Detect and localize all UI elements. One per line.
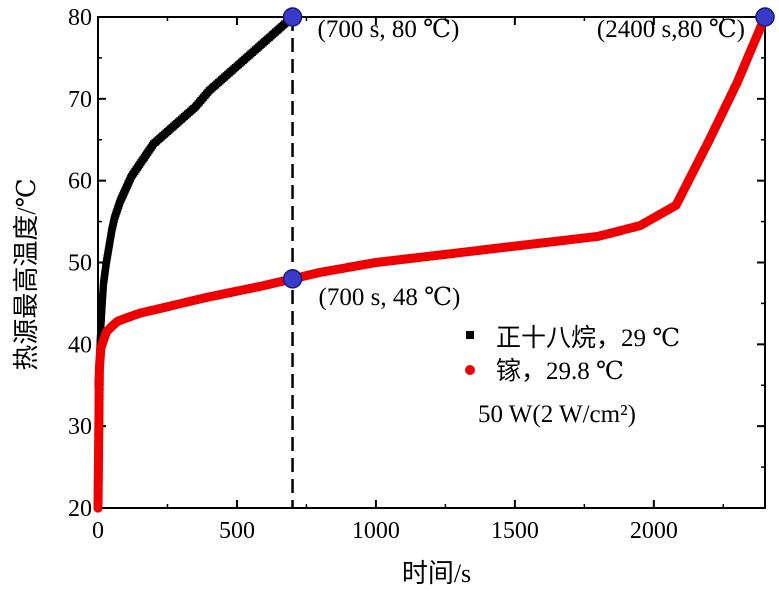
y-tick-label: 70 xyxy=(68,87,92,113)
highlight-point xyxy=(282,7,303,27)
x-tick-label: 500 xyxy=(219,518,255,544)
highlight-label: (700 s, 80 ℃) xyxy=(318,16,460,43)
y-tick-label: 40 xyxy=(68,332,92,358)
highlight-label: (700 s, 48 ℃) xyxy=(319,284,461,311)
power-annotation: 50 W(2 W/cm²) xyxy=(478,401,636,428)
x-tick-label: 1500 xyxy=(491,518,539,544)
legend-marker-square xyxy=(466,331,474,339)
y-tick-label: 50 xyxy=(68,251,92,277)
legend-label: 镓，29.8 ℃ xyxy=(496,357,624,385)
y-tick-label: 60 xyxy=(68,169,92,195)
x-tick-label: 0 xyxy=(92,518,104,544)
y-tick-label: 20 xyxy=(68,496,92,522)
highlight-point xyxy=(755,7,775,27)
x-tick-label: 2000 xyxy=(630,518,678,544)
y-tick-label: 80 xyxy=(68,5,92,31)
legend-marker-circle xyxy=(465,365,475,375)
y-tick-label: 30 xyxy=(68,414,92,440)
highlight-point xyxy=(282,269,303,289)
x-tick-label: 1000 xyxy=(352,518,400,544)
highlight-label: (2400 s,80 ℃) xyxy=(597,16,745,43)
y-axis-title: 热源最高温度/℃ xyxy=(12,178,41,370)
x-axis-title: 时间/s xyxy=(402,559,471,588)
plot-frame xyxy=(97,16,766,509)
legend-label: 正十八烷，29 ℃ xyxy=(496,324,680,352)
